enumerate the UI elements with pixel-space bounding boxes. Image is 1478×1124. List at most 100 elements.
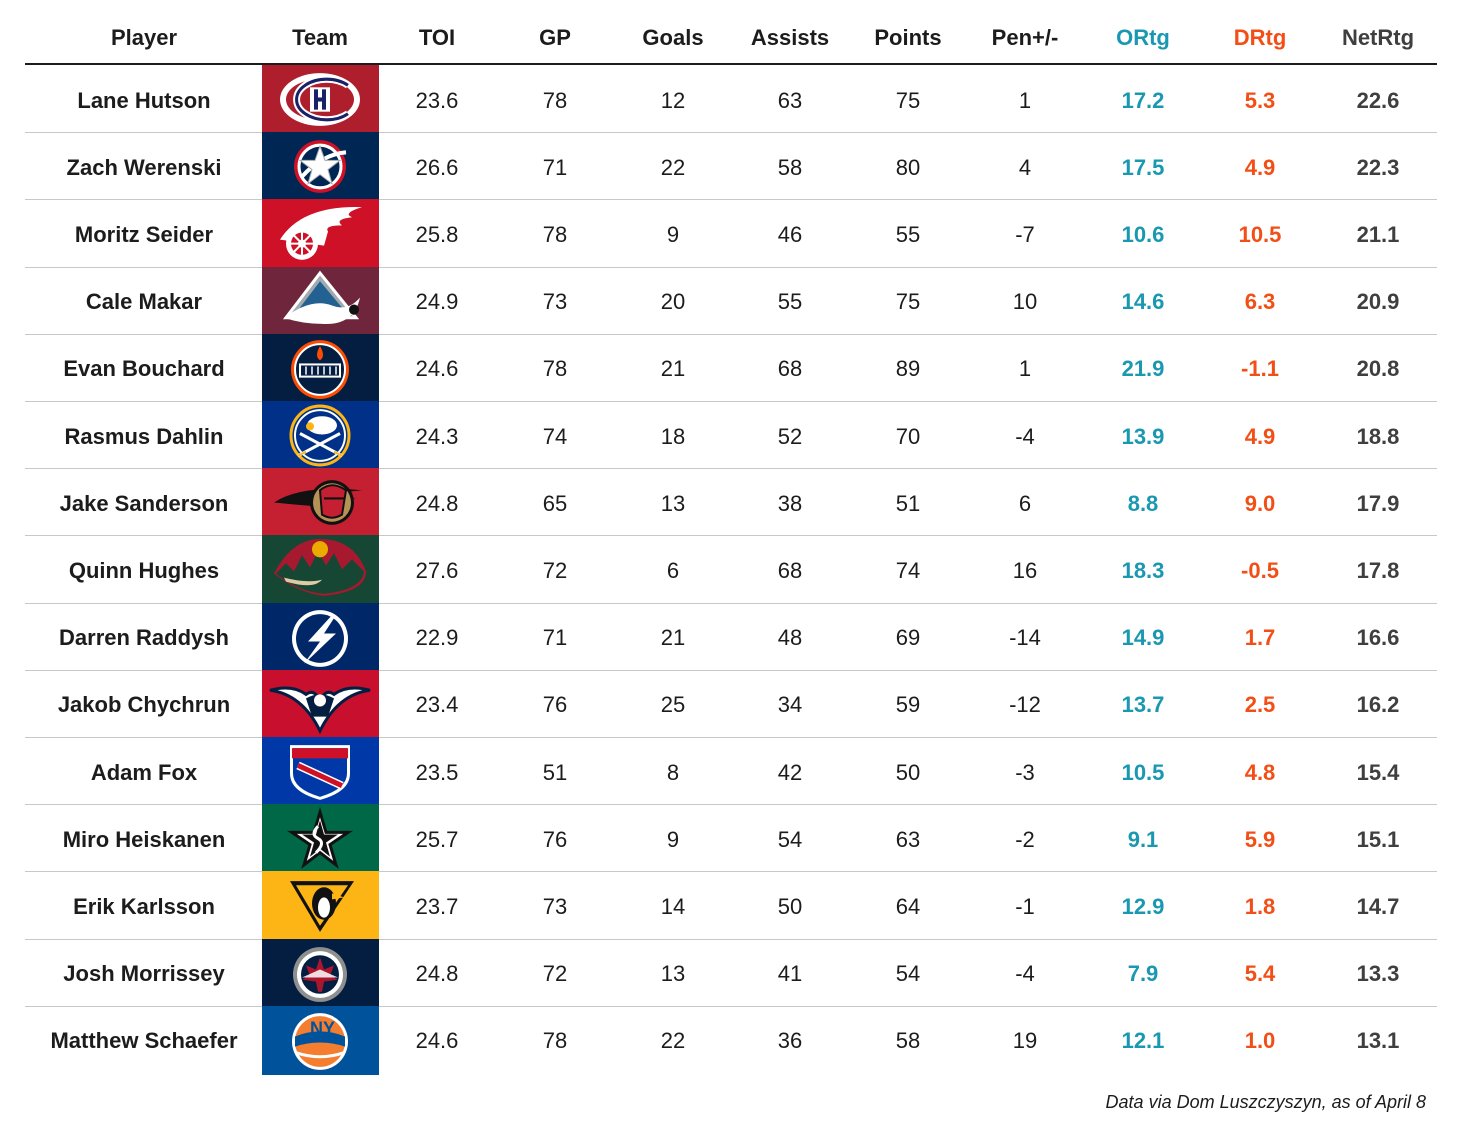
cell-ortg: 12.1: [1121, 1028, 1165, 1054]
cell-netrtg: 17.8: [1356, 558, 1400, 583]
dallas-stars-logo: [262, 804, 379, 874]
cell-assists: 52: [777, 423, 803, 449]
cell-gp: 78: [542, 1028, 568, 1054]
cell-goals: 13: [660, 490, 686, 516]
column-header-toi: TOI: [418, 25, 456, 50]
cell-goals: 6: [666, 558, 680, 583]
cell-goals: 20: [660, 289, 686, 315]
cell-player: Matthew Schaefer: [50, 1028, 238, 1054]
cell-ortg: 9.1: [1127, 826, 1159, 852]
cell-gp: 74: [542, 423, 568, 449]
cell-toi: 23.5: [415, 759, 459, 785]
cell-ortg: 14.6: [1121, 289, 1165, 315]
cell-goals: 8: [666, 759, 680, 785]
cell-pen: -1: [1015, 894, 1035, 919]
cell-gp: 78: [542, 222, 568, 247]
cell-player: Darren Raddysh: [59, 625, 229, 651]
cell-goals: 25: [660, 692, 686, 718]
cell-toi: 24.6: [415, 1028, 459, 1054]
cell-pen: -14: [1009, 625, 1041, 651]
cell-assists: 46: [777, 222, 803, 247]
cell-netrtg: 20.8: [1356, 356, 1400, 382]
cell-pen: -4: [1015, 423, 1035, 449]
cell-player: Jakob Chychrun: [57, 692, 231, 718]
cell-drtg: 9.0: [1244, 490, 1276, 516]
cell-goals: 12: [660, 87, 686, 113]
cell-assists: 48: [777, 625, 803, 651]
cell-goals: 21: [660, 356, 686, 382]
cell-netrtg: 16.6: [1356, 625, 1400, 651]
cell-pen: -2: [1015, 826, 1035, 852]
cell-toi: 22.9: [415, 625, 459, 651]
cell-ortg: 8.8: [1127, 490, 1159, 516]
row-divider: [25, 1005, 1437, 1007]
cell-goals: 22: [660, 154, 686, 180]
row-divider: [25, 737, 1437, 738]
cell-toi: 25.8: [415, 222, 459, 247]
montreal-canadiens-logo: [262, 65, 379, 134]
cell-player: Quinn Hughes: [68, 558, 220, 583]
cell-drtg: 1.7: [1244, 625, 1276, 651]
cell-goals: 14: [660, 894, 686, 919]
cell-assists: 58: [777, 154, 803, 180]
cell-toi: 26.6: [415, 154, 459, 180]
column-header-points: Points: [874, 25, 942, 50]
cell-gp: 71: [542, 154, 568, 180]
cell-points: 50: [895, 759, 921, 785]
cell-drtg: 5.3: [1244, 87, 1276, 113]
cell-netrtg: 15.4: [1356, 759, 1400, 785]
cell-pen: 1: [1018, 356, 1032, 382]
detroit-red-wings-logo: [262, 199, 379, 269]
cell-points: 74: [895, 558, 921, 583]
cell-toi: 23.7: [415, 894, 459, 919]
cell-netrtg: 20.9: [1356, 289, 1400, 315]
cell-points: 51: [895, 490, 921, 516]
column-header-player: Player: [110, 25, 178, 50]
washington-capitals-logo: [262, 669, 379, 739]
cell-pen: -3: [1015, 759, 1035, 785]
cell-pen: -7: [1015, 222, 1035, 247]
cell-assists: 42: [777, 759, 803, 785]
colorado-avalanche-logo: [262, 266, 379, 336]
cell-netrtg: 13.1: [1356, 1028, 1400, 1054]
cell-points: 58: [895, 1028, 921, 1054]
edmonton-oilers-logo: [262, 333, 379, 403]
cell-toi: 23.6: [415, 87, 459, 113]
row-divider: [25, 804, 1437, 806]
cell-player: Evan Bouchard: [63, 356, 225, 382]
cell-pen: 6: [1018, 490, 1032, 516]
buffalo-sabres-logo: [262, 401, 379, 470]
cell-gp: 76: [542, 692, 568, 718]
cell-points: 89: [895, 356, 921, 382]
cell-assists: 54: [777, 826, 803, 852]
cell-ortg: 17.5: [1121, 154, 1165, 180]
cell-pen: 16: [1012, 558, 1038, 583]
cell-ortg: 10.5: [1121, 759, 1165, 785]
cell-ortg: 10.6: [1121, 222, 1165, 247]
cell-drtg: -1.1: [1241, 356, 1279, 382]
column-header-pen: Pen+/-: [991, 25, 1059, 50]
cell-netrtg: 15.1: [1356, 826, 1400, 852]
cell-assists: 63: [777, 87, 803, 113]
cell-netrtg: 16.2: [1356, 692, 1400, 718]
cell-pen: -12: [1009, 692, 1041, 718]
new-york-islanders-logo: NY: [262, 1005, 379, 1075]
cell-gp: 72: [542, 961, 568, 987]
cell-ortg: 12.9: [1121, 894, 1165, 919]
cell-points: 54: [895, 961, 921, 987]
cell-toi: 24.9: [415, 289, 459, 315]
cell-player: Erik Karlsson: [73, 894, 215, 919]
new-york-rangers-logo: [262, 737, 379, 806]
cell-ortg: 7.9: [1127, 961, 1159, 987]
cell-drtg: 4.8: [1244, 759, 1276, 785]
cell-netrtg: 18.8: [1356, 423, 1400, 449]
cell-gp: 71: [542, 625, 568, 651]
cell-netrtg: 22.6: [1356, 87, 1400, 113]
cell-points: 80: [895, 154, 921, 180]
cell-gp: 65: [542, 490, 568, 516]
cell-pen: 4: [1018, 154, 1032, 180]
column-header-drtg: DRtg: [1233, 25, 1287, 50]
source-footnote: Data via Dom Luszczyszyn, as of April 8: [1105, 1092, 1426, 1112]
cell-assists: 34: [777, 692, 803, 718]
cell-goals: 22: [660, 1028, 686, 1054]
